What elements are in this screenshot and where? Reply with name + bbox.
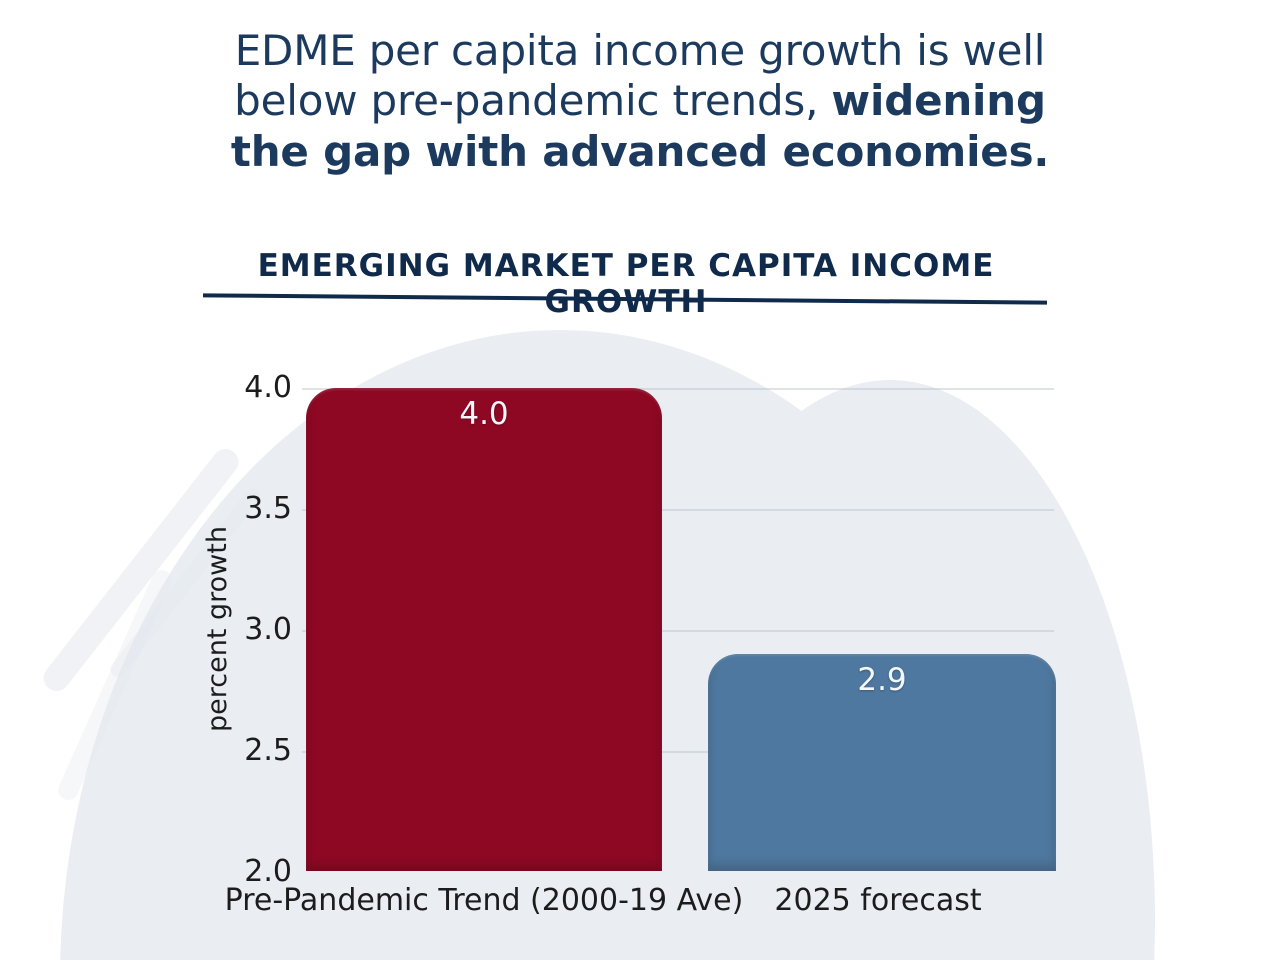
headline-line-2: below pre-pandemic trends, widening [234,76,1046,126]
bar-pre-pandemic-trend: 4.0 [306,388,662,871]
headline-line-3: the gap with advanced economies. [230,126,1050,176]
chart-title: EMERGING MARKET PER CAPITA INCOME GROWTH [257,248,995,320]
x-category-label-pre-pandemic: Pre-Pandemic Trend (2000-19 Ave) [224,883,744,918]
y-tick-label: 4.0 [244,370,292,405]
y-tick-label: 2.5 [244,733,292,768]
y-tick-label: 3.0 [244,612,292,647]
gridline-3.5 [302,509,1054,511]
y-tick-label: 2.0 [244,854,292,889]
headline: EDME per capita income growth is well be… [0,26,1280,177]
gridline-2.5 [302,751,1054,753]
bar-value-label: 4.0 [459,396,509,432]
bar-2025-forecast: 2.9 [708,653,1056,871]
y-tick-label: 3.5 [244,491,292,526]
gridline-4.0 [302,388,1054,390]
bar-value-label: 2.9 [857,661,907,698]
gridline-3.0 [302,630,1054,632]
headline-line-1: EDME per capita income growth is well [234,26,1046,75]
x-category-label-2025-forecast: 2025 forecast [774,883,982,918]
